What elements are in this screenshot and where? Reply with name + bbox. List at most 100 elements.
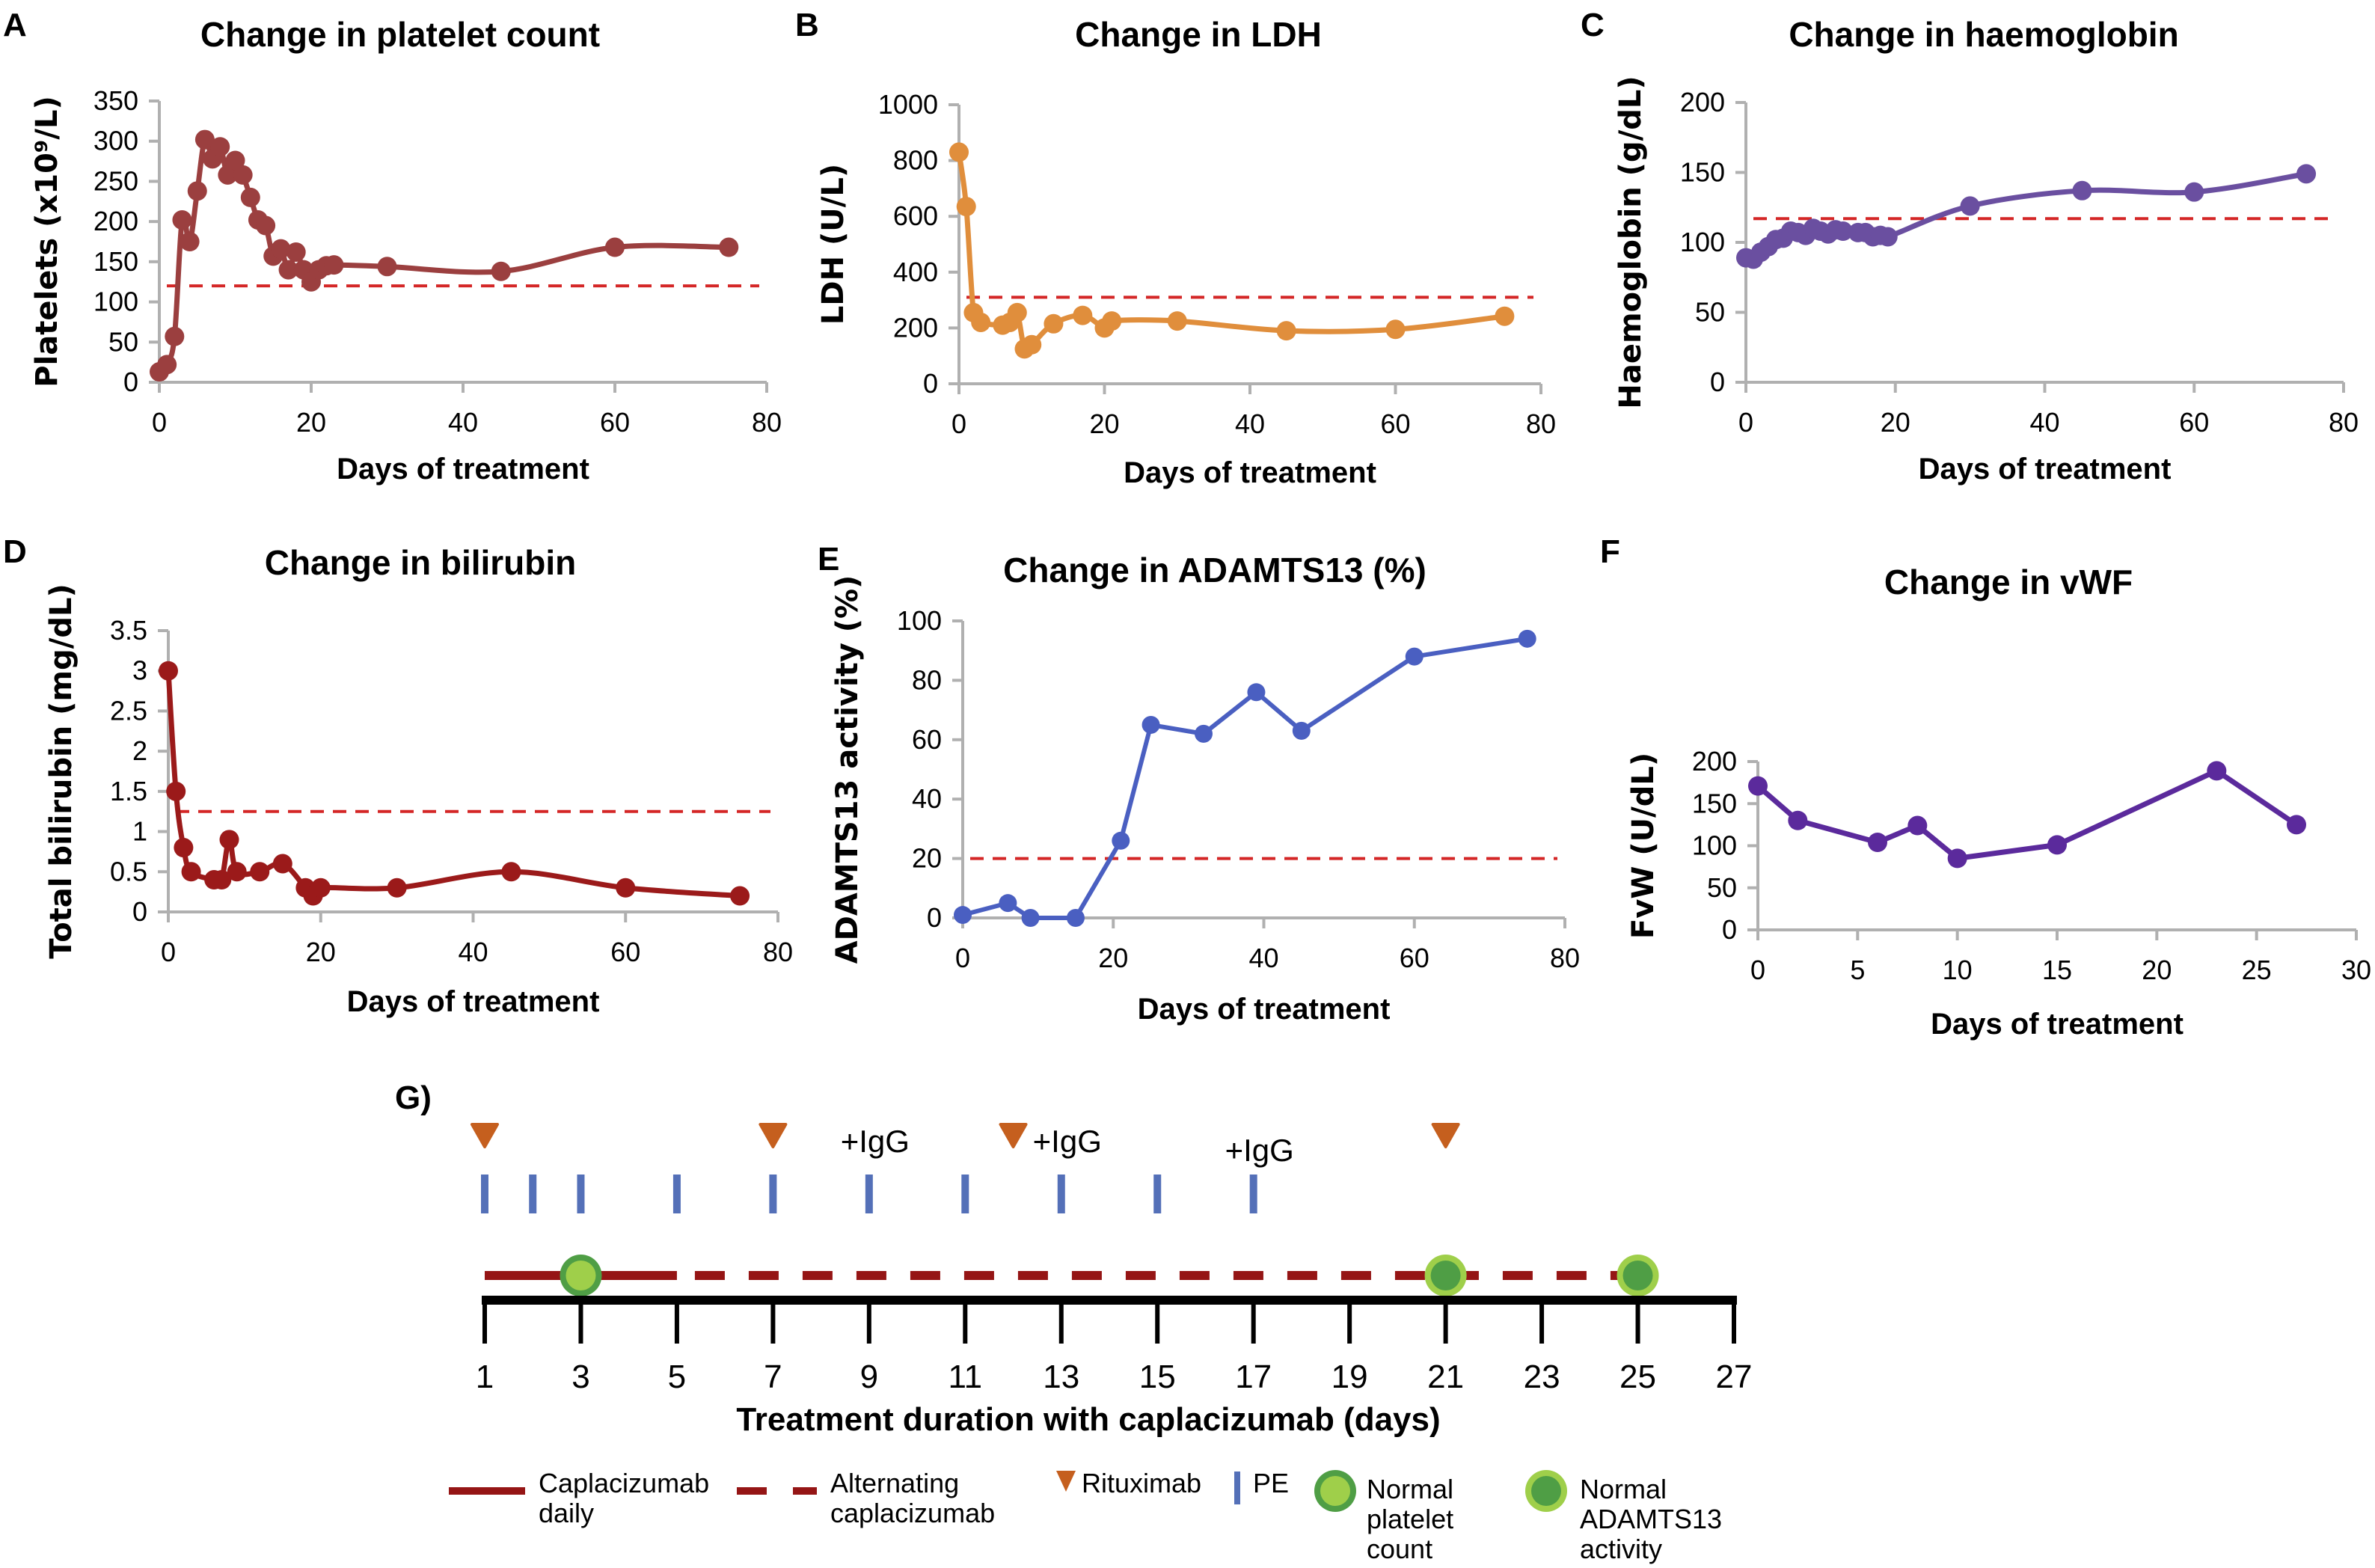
y-tick-label: 150 <box>1680 157 1725 188</box>
chart-title: Change in ADAMTS13 (%) <box>1003 551 1426 589</box>
x-axis-label: Days of treatment <box>1919 453 2172 486</box>
data-point <box>2072 180 2092 200</box>
series-line <box>1743 171 2309 263</box>
rituximab-triangle-icon <box>471 1123 499 1148</box>
alternating-caplacizumab-dash <box>856 1271 886 1280</box>
data-point <box>2184 182 2204 202</box>
y-tick-label: 2.5 <box>110 695 147 726</box>
y-tick-label: 0.5 <box>110 856 147 886</box>
data-point <box>719 237 739 257</box>
x-axis-label: Days of treatment <box>347 985 600 1018</box>
data-point <box>1066 909 1085 927</box>
data-point <box>278 260 298 280</box>
timeline-tick <box>578 1300 583 1344</box>
data-point <box>166 781 186 801</box>
timeline-axis-title: Treatment duration with caplacizumab (da… <box>736 1401 1440 1438</box>
data-point <box>2047 835 2067 855</box>
panel-label: D <box>3 533 27 570</box>
x-tick-label: 40 <box>1235 408 1265 439</box>
data-point <box>1292 721 1311 740</box>
timeline-tick <box>1058 1300 1064 1344</box>
rituximab-triangle-icon <box>999 1123 1028 1148</box>
legend-label: Normal <box>1580 1474 1667 1504</box>
pe-bar-icon <box>672 1175 681 1213</box>
timeline-tick-label: 17 <box>1235 1359 1272 1395</box>
panel-label-g: G) <box>395 1079 432 1116</box>
timeline-tick-label: 1 <box>476 1359 494 1395</box>
timeline-tick <box>482 1300 487 1344</box>
y-tick-label: 350 <box>94 85 138 116</box>
alternating-caplacizumab-dash <box>1017 1271 1048 1280</box>
data-point <box>233 165 253 185</box>
data-point <box>1022 334 1042 355</box>
rituximab-markers <box>471 1123 1460 1148</box>
y-tick-label: 400 <box>893 257 938 287</box>
pe-bar-icon <box>961 1175 969 1213</box>
data-point <box>971 312 991 332</box>
legend-label: PE <box>1253 1468 1289 1498</box>
legend-label: ADAMTS13 <box>1580 1504 1722 1534</box>
legend-normal-adamts13-icon-inner <box>1531 1476 1561 1506</box>
y-tick-label: 1000 <box>878 89 938 120</box>
timeline-tick <box>963 1300 968 1344</box>
pe-bar-icon <box>1057 1175 1065 1213</box>
pe-bar-icon <box>1153 1175 1162 1213</box>
data-point <box>616 878 636 898</box>
data-point <box>174 838 194 858</box>
alternating-caplacizumab-dash <box>1340 1271 1371 1280</box>
legend-label: daily <box>539 1498 594 1528</box>
data-point <box>999 894 1017 913</box>
data-point <box>172 209 192 230</box>
data-point <box>605 237 625 257</box>
data-point <box>194 129 215 150</box>
legend-label: caplacizumab <box>830 1498 995 1528</box>
y-tick-label: 150 <box>94 246 138 277</box>
data-point <box>212 870 232 890</box>
chart-title: Change in haemoglobin <box>1789 15 2178 54</box>
x-axis-label: Days of treatment <box>1931 1008 2184 1041</box>
chart-title: Change in platelet count <box>200 15 600 54</box>
x-tick-label: 20 <box>1089 408 1119 439</box>
alternating-caplacizumab-dash <box>802 1271 833 1280</box>
y-tick-label: 0 <box>923 368 938 399</box>
legend-solid-line-icon <box>449 1487 525 1495</box>
alternating-caplacizumab-dash <box>1125 1271 1156 1280</box>
data-point <box>1788 810 1808 830</box>
timeline-tick-label: 25 <box>1619 1359 1656 1395</box>
timeline-tick <box>1251 1300 1256 1344</box>
igg-label: +IgG <box>841 1124 910 1159</box>
x-tick-label: 30 <box>2341 955 2371 985</box>
y-tick-label: 100 <box>1680 227 1725 257</box>
data-point <box>218 165 238 185</box>
y-tick-label: 60 <box>912 724 942 755</box>
x-tick-label: 80 <box>1526 408 1556 439</box>
data-point <box>2287 815 2306 835</box>
x-axis-label: Days of treatment <box>1138 993 1391 1026</box>
alternating-caplacizumab-dash <box>1287 1271 1317 1280</box>
x-tick-label: 80 <box>763 937 793 967</box>
y-tick-label: 3.5 <box>110 615 147 646</box>
data-point <box>1748 776 1768 796</box>
x-tick-label: 20 <box>1881 407 1910 438</box>
chart-title: Change in LDH <box>1075 15 1322 54</box>
timeline-tick-label: 27 <box>1716 1359 1753 1395</box>
y-tick-label: 50 <box>1707 872 1737 903</box>
panel-label: F <box>1600 533 1620 570</box>
panel-label: A <box>3 7 27 43</box>
alternating-caplacizumab-dash <box>694 1271 725 1280</box>
x-tick-label: 60 <box>2179 407 2209 438</box>
legend-rituximab-icon <box>1056 1471 1076 1492</box>
y-tick-label: 80 <box>912 664 942 695</box>
pe-bar-icon <box>577 1175 585 1213</box>
panel-bilirubin: D Change in bilirubin 0 0.5 1 1.5 2 2.5 3 3.5 0 20 4… <box>3 533 793 1018</box>
data-point <box>730 886 750 906</box>
panel-platelet-count: A Change in platelet count050100150200250… <box>3 7 782 486</box>
data-point <box>377 257 397 277</box>
y-tick-label: 50 <box>108 326 138 357</box>
x-tick-label: 80 <box>752 407 782 438</box>
series-line <box>956 149 1507 354</box>
data-point <box>272 854 292 874</box>
pe-bar-icon <box>769 1175 777 1213</box>
igg-label: +IgG <box>1033 1124 1102 1159</box>
y-tick-label: 0 <box>1722 914 1737 945</box>
